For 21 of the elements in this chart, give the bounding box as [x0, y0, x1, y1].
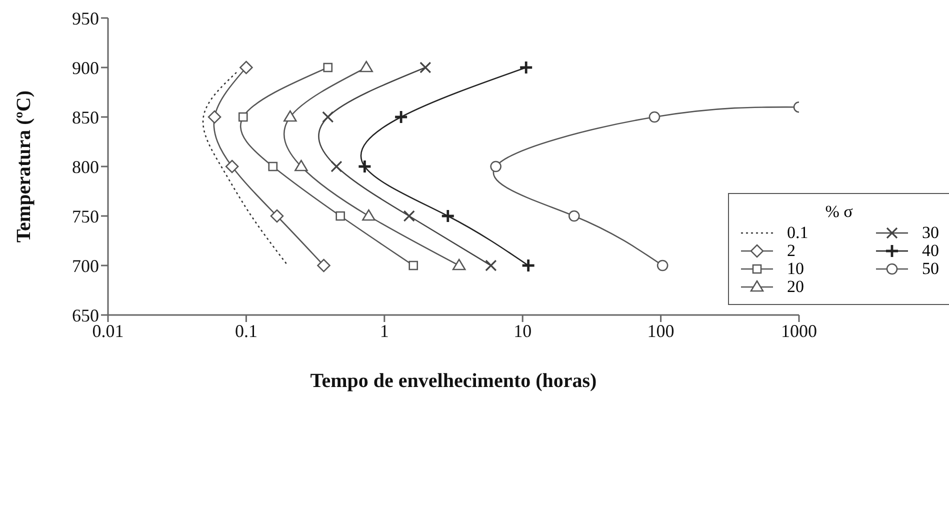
legend-label: 10 [787, 259, 804, 279]
x-tick-label: 1000 [781, 320, 817, 341]
y-tick-label: 700 [72, 256, 99, 276]
x-axis-title: Tempo de envelhecimento (horas) [310, 370, 597, 392]
legend-label: 50 [922, 259, 939, 279]
y-axis-title: Temperatura (ºC) [13, 90, 36, 242]
y-tick-label: 750 [72, 206, 99, 226]
legend-title: % σ [824, 202, 854, 222]
y-tick-label: 800 [72, 156, 99, 177]
legend-label: 2 [787, 241, 796, 261]
y-tick-label: 950 [72, 8, 99, 28]
x-tick-label: 100 [647, 320, 674, 341]
y-tick-label: 900 [72, 58, 99, 78]
legend-label: 30 [922, 223, 939, 243]
legend-label: 0.1 [787, 223, 808, 243]
legend-label: 20 [787, 277, 804, 297]
x-tick-label: 1 [380, 320, 389, 341]
x-tick-label: 0.1 [234, 320, 258, 341]
y-tick-label: 850 [72, 107, 99, 128]
legend-label: 40 [922, 241, 939, 261]
x-tick-label: 10 [514, 320, 532, 341]
